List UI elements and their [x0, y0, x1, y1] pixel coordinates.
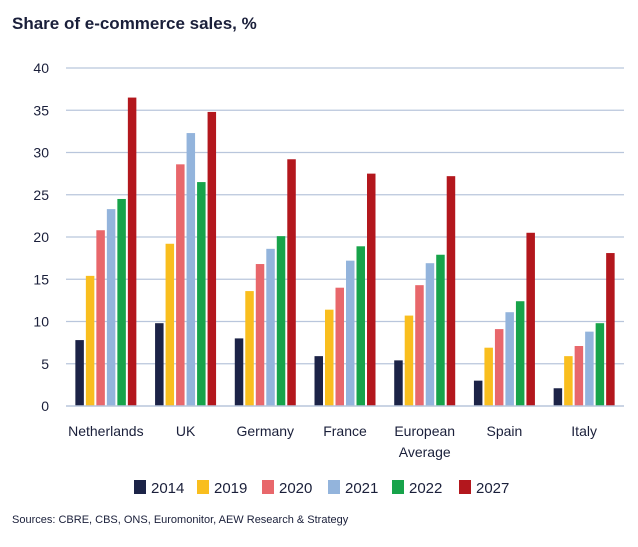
- bar: [127, 97, 137, 406]
- legend: 2014 2019 2020 2021 2022 2027: [134, 480, 509, 497]
- bar: [117, 198, 126, 406]
- bar: [165, 243, 175, 406]
- bar: [505, 312, 514, 406]
- category-labels: Netherlands UK Germany France European Averag…: [68, 423, 597, 460]
- bar: [494, 329, 504, 406]
- bar: [553, 388, 563, 406]
- bars: [75, 97, 615, 406]
- bar: [484, 347, 493, 406]
- legend-swatch: [197, 480, 209, 494]
- y-tick-label: 10: [33, 314, 49, 330]
- bar: [287, 159, 296, 406]
- y-tick-label: 30: [33, 145, 49, 161]
- y-tick-label: 20: [33, 229, 49, 245]
- bar: [425, 263, 435, 406]
- legend-label: 2014: [151, 480, 184, 497]
- bar: [325, 309, 334, 406]
- category-label: Germany: [236, 423, 294, 439]
- legend-label: 2019: [214, 480, 247, 497]
- bar: [564, 356, 573, 406]
- bar: [595, 323, 605, 406]
- y-tick-label: 0: [41, 398, 49, 414]
- y-tick-label: 5: [41, 356, 49, 372]
- legend-swatch: [459, 480, 471, 494]
- y-tick-label: 15: [33, 271, 49, 287]
- bar: [436, 254, 445, 406]
- bar: [415, 285, 424, 406]
- bar: [96, 230, 105, 406]
- legend-swatch: [328, 480, 340, 494]
- bar: [515, 301, 525, 406]
- y-axis-ticks: 0 5 10 15 20 25 30 35 40: [33, 60, 49, 414]
- grid-lines: [66, 67, 624, 365]
- bar: [75, 340, 84, 406]
- bar: [186, 133, 196, 406]
- bar: [356, 246, 365, 406]
- bar: [155, 323, 164, 406]
- bar: [346, 260, 355, 406]
- category-label: European: [394, 423, 455, 439]
- bar: [85, 275, 95, 406]
- bar: [606, 253, 615, 406]
- legend-swatch: [134, 480, 146, 494]
- bar: [367, 173, 376, 406]
- bar: [266, 248, 275, 406]
- category-label: Italy: [571, 423, 597, 439]
- bar: [574, 346, 584, 406]
- bar: [526, 232, 535, 406]
- y-tick-label: 35: [33, 102, 49, 118]
- bar: [404, 315, 414, 406]
- bar: [585, 331, 594, 406]
- bar: [335, 287, 344, 406]
- bar: [276, 236, 286, 406]
- bar: [245, 291, 254, 406]
- category-label: UK: [176, 423, 196, 439]
- bar: [106, 209, 116, 406]
- bar: [314, 356, 323, 406]
- bar: [176, 164, 185, 406]
- bar: [197, 182, 206, 406]
- category-label: Netherlands: [68, 423, 144, 439]
- legend-swatch: [262, 480, 274, 494]
- category-label: Spain: [487, 423, 523, 439]
- category-label: Average: [399, 444, 451, 460]
- y-tick-label: 40: [33, 60, 49, 76]
- bar: [473, 380, 483, 406]
- bar: [255, 264, 265, 406]
- category-label: France: [323, 423, 367, 439]
- bar: [394, 360, 403, 406]
- bar: [446, 176, 456, 406]
- legend-label: 2020: [279, 480, 312, 497]
- bar: [207, 111, 217, 406]
- chart-title: Share of e-commerce sales, %: [12, 14, 257, 33]
- bar: [234, 338, 244, 406]
- legend-label: 2027: [476, 480, 509, 497]
- source-note: Sources: CBRE, CBS, ONS, Euromonitor, AE…: [12, 514, 349, 526]
- legend-label: 2021: [345, 480, 378, 497]
- y-tick-label: 25: [33, 187, 49, 203]
- legend-label: 2022: [409, 480, 442, 497]
- legend-swatch: [392, 480, 404, 494]
